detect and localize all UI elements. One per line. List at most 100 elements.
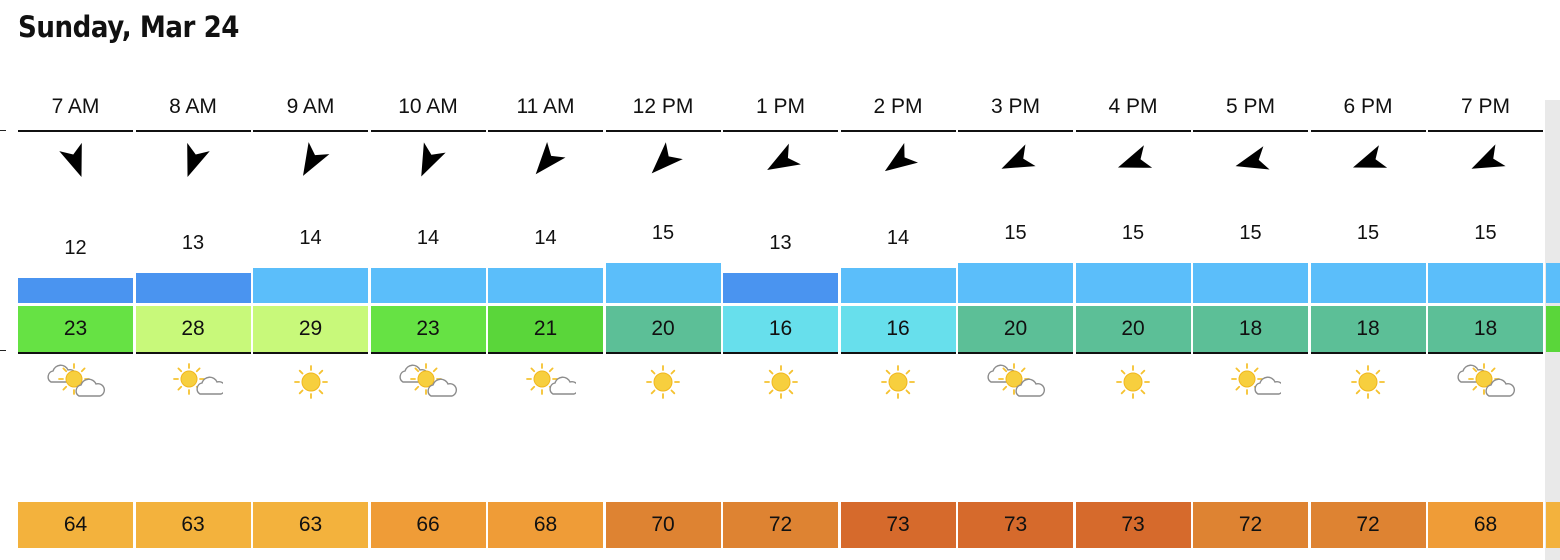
sunny-icon bbox=[723, 362, 838, 402]
temp-divider bbox=[605, 352, 721, 354]
temperature-cell: 20 bbox=[605, 306, 721, 352]
partly-cloudy-icon bbox=[958, 362, 1073, 402]
wind-direction-icon bbox=[488, 140, 603, 184]
hour-label: 3 PM bbox=[990, 95, 1040, 118]
hour-label: 10 AM bbox=[398, 95, 458, 118]
temperature-cell: 18 bbox=[1310, 306, 1426, 352]
wind-speed: 14 bbox=[534, 227, 557, 249]
wind-speed: 15 bbox=[651, 222, 675, 244]
temperature-cell: 23 bbox=[370, 306, 486, 352]
wind-speed-bar bbox=[1428, 263, 1543, 303]
hour-label: 1 PM bbox=[755, 95, 805, 118]
wind-speed-bar bbox=[840, 268, 956, 303]
hour-divider bbox=[1428, 130, 1543, 132]
hour-divider bbox=[1310, 130, 1426, 132]
wind-direction-icon bbox=[841, 140, 956, 184]
humidity-cell: 73 bbox=[840, 502, 956, 548]
wind-direction-icon bbox=[1076, 140, 1191, 184]
hour-divider bbox=[135, 130, 251, 132]
partly-cloudy-icon bbox=[18, 362, 133, 402]
wind-speed-bar bbox=[723, 273, 838, 303]
mostly-sunny-icon bbox=[136, 362, 251, 402]
hour-column: 1 PM 13 16 72 bbox=[723, 0, 838, 560]
hour-label: 7 PM bbox=[1460, 95, 1510, 118]
hour-column: 9 AM 14 29 63 bbox=[253, 0, 368, 560]
wind-speed: 15 bbox=[1356, 222, 1380, 244]
wind-speed: 14 bbox=[416, 227, 440, 249]
wind-direction-icon bbox=[18, 140, 133, 184]
humidity-cell: 68 bbox=[1428, 502, 1543, 548]
partly-cloudy-icon bbox=[371, 362, 486, 402]
temperature-cell: 18 bbox=[1193, 306, 1308, 352]
wind-direction-icon bbox=[606, 140, 721, 184]
hour-label: 12 PM bbox=[632, 95, 694, 118]
wind-direction-icon bbox=[1311, 140, 1426, 184]
temperature-cell: 28 bbox=[135, 306, 251, 352]
mostly-sunny-icon bbox=[1193, 362, 1308, 402]
sunny-icon bbox=[841, 362, 956, 402]
temp-divider bbox=[958, 352, 1073, 354]
hour-divider bbox=[18, 130, 133, 132]
temp-divider bbox=[1075, 352, 1191, 354]
humidity-cell: 68 bbox=[488, 502, 603, 548]
sunny-icon bbox=[606, 362, 721, 402]
hour-divider bbox=[723, 130, 838, 132]
hour-column: 5 PM 15 18 72 bbox=[1193, 0, 1308, 560]
hour-divider bbox=[1193, 130, 1308, 132]
humidity-cell: 72 bbox=[1310, 502, 1426, 548]
wind-direction-icon bbox=[253, 140, 368, 184]
hour-column: 11 AM 14 21 68 bbox=[488, 0, 603, 560]
temp-divider bbox=[488, 352, 603, 354]
humidity-cell: 66 bbox=[370, 502, 486, 548]
wind-speed-bar bbox=[370, 268, 486, 303]
hour-column: 7 PM 15 18 68 bbox=[1428, 0, 1543, 560]
wind-speed-bar bbox=[1545, 263, 1560, 303]
humidity-cell: 63 bbox=[253, 502, 368, 548]
hour-label: 7 AM bbox=[51, 95, 100, 118]
wind-speed: 13 bbox=[181, 232, 205, 254]
wind-direction-icon bbox=[371, 140, 486, 184]
wind-direction-icon bbox=[136, 140, 251, 184]
mostly-sunny-icon bbox=[488, 362, 603, 402]
wind-speed: 15 bbox=[1474, 222, 1497, 244]
day-title: Sunday, Mar 24 bbox=[18, 10, 240, 44]
hour-divider bbox=[958, 130, 1073, 132]
temperature-cell: 16 bbox=[840, 306, 956, 352]
hour-divider bbox=[840, 130, 956, 132]
temperature-cell: 21 bbox=[488, 306, 603, 352]
temp-divider bbox=[370, 352, 486, 354]
wind-speed: 14 bbox=[886, 227, 910, 249]
hour-divider bbox=[1075, 130, 1191, 132]
temperature-cell: 20 bbox=[1075, 306, 1191, 352]
hour-column: 10 AM 14 23 66 bbox=[370, 0, 486, 560]
humidity-cell: 64 bbox=[18, 502, 133, 548]
humidity-cell: 72 bbox=[1193, 502, 1308, 548]
wind-speed-bar bbox=[253, 268, 368, 303]
wind-speed-bar bbox=[605, 263, 721, 303]
wind-speed-bar bbox=[1193, 263, 1308, 303]
wind-direction-icon bbox=[958, 140, 1073, 184]
hour-column-partial bbox=[1545, 0, 1560, 560]
hour-divider bbox=[605, 130, 721, 132]
wind-speed: 15 bbox=[1004, 222, 1027, 244]
row-tick bbox=[0, 130, 6, 131]
hour-column: 2 PM 14 16 73 bbox=[840, 0, 956, 560]
hour-divider bbox=[253, 130, 368, 132]
temp-divider bbox=[723, 352, 838, 354]
hour-divider bbox=[370, 130, 486, 132]
wind-speed: 13 bbox=[769, 232, 792, 254]
hour-divider bbox=[488, 130, 603, 132]
wind-speed-bar bbox=[958, 263, 1073, 303]
sunny-icon bbox=[253, 362, 368, 402]
wind-speed-bar bbox=[1075, 263, 1191, 303]
hour-label: 11 AM bbox=[516, 95, 575, 118]
hour-column: 8 AM 13 28 63 bbox=[135, 0, 251, 560]
temp-divider bbox=[18, 352, 133, 354]
wind-speed: 15 bbox=[1239, 222, 1262, 244]
humidity-cell: 63 bbox=[135, 502, 251, 548]
wind-speed: 15 bbox=[1121, 222, 1145, 244]
wind-speed: 14 bbox=[299, 227, 322, 249]
hour-label: 5 PM bbox=[1225, 95, 1275, 118]
temperature-cell: 18 bbox=[1428, 306, 1543, 352]
wind-speed-bar bbox=[18, 278, 133, 303]
